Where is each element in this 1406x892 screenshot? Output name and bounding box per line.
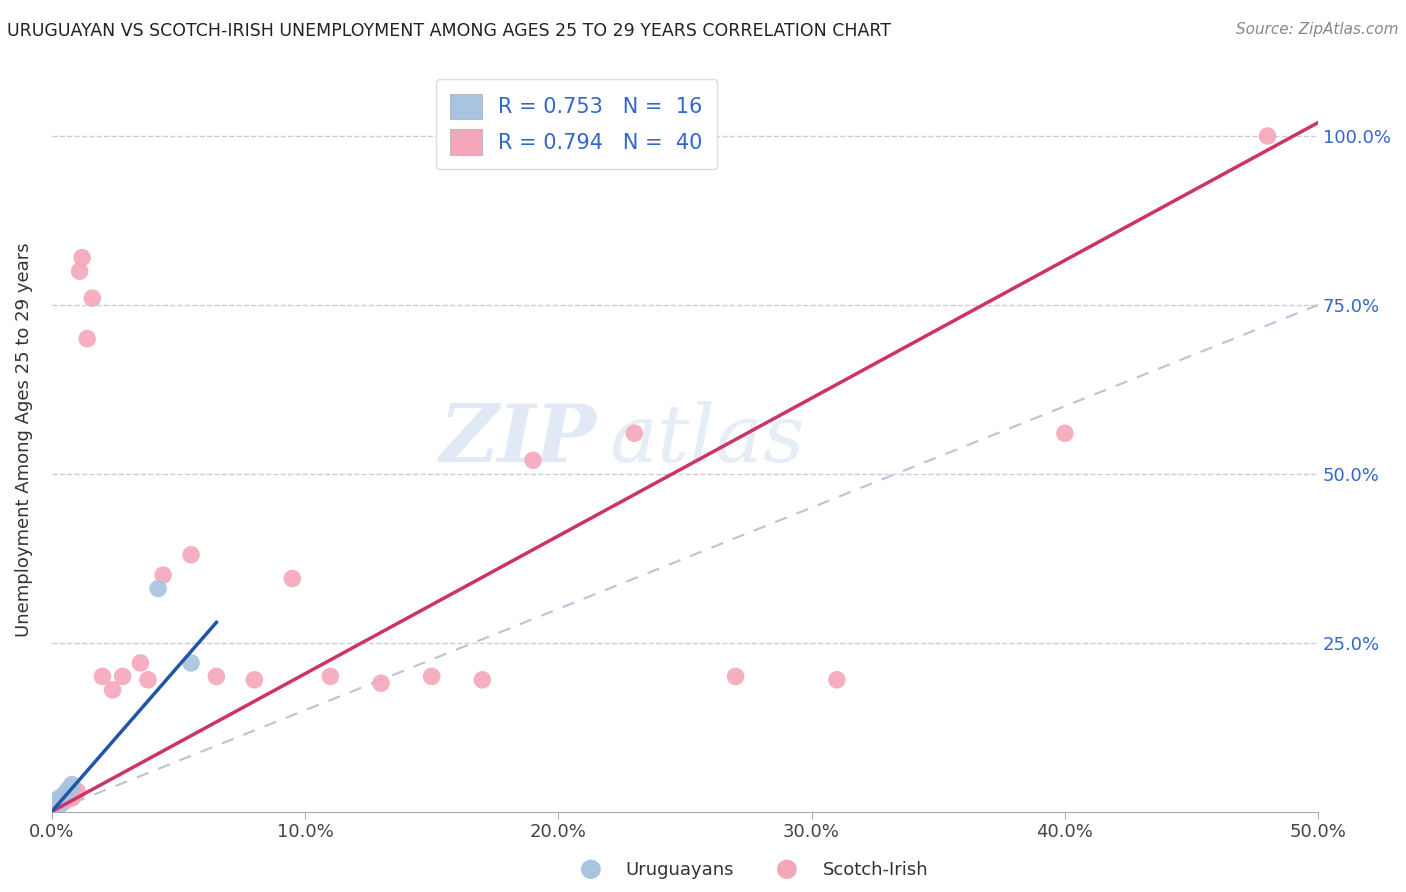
Point <box>111 669 134 683</box>
Text: ⬤: ⬤ <box>579 860 602 880</box>
Point <box>420 669 443 683</box>
Point <box>48 792 70 806</box>
Point <box>56 784 79 798</box>
Point <box>370 676 392 690</box>
Legend: R = 0.753   N =  16, R = 0.794   N =  40: R = 0.753 N = 16, R = 0.794 N = 40 <box>436 78 717 169</box>
Point <box>146 582 169 596</box>
Text: ⬤: ⬤ <box>776 860 799 880</box>
Point <box>1053 426 1076 441</box>
Point <box>51 797 73 811</box>
Point <box>180 548 202 562</box>
Point <box>522 453 544 467</box>
Point <box>82 291 104 305</box>
Point <box>44 801 66 815</box>
Text: URUGUAYAN VS SCOTCH-IRISH UNEMPLOYMENT AMONG AGES 25 TO 29 YEARS CORRELATION CHA: URUGUAYAN VS SCOTCH-IRISH UNEMPLOYMENT A… <box>7 22 891 40</box>
Point <box>53 794 76 808</box>
Point <box>45 799 67 814</box>
Point <box>45 794 67 808</box>
Text: Source: ZipAtlas.com: Source: ZipAtlas.com <box>1236 22 1399 37</box>
Point <box>58 780 80 795</box>
Point <box>205 669 228 683</box>
Point <box>69 264 91 278</box>
Point <box>53 788 76 802</box>
Point <box>623 426 645 441</box>
Point <box>51 789 73 804</box>
Point <box>60 791 83 805</box>
Point <box>44 797 66 811</box>
Point <box>76 332 98 346</box>
Point <box>60 777 83 791</box>
Point <box>48 797 70 812</box>
Text: Scotch-Irish: Scotch-Irish <box>823 861 928 879</box>
Point <box>63 788 86 802</box>
Point <box>44 797 66 812</box>
Text: ZIP: ZIP <box>440 401 596 479</box>
Point <box>91 669 114 683</box>
Point <box>56 792 79 806</box>
Point <box>136 673 159 687</box>
Point <box>41 802 63 816</box>
Point <box>58 789 80 804</box>
Point <box>129 656 152 670</box>
Y-axis label: Unemployment Among Ages 25 to 29 years: Unemployment Among Ages 25 to 29 years <box>15 243 32 637</box>
Point <box>48 791 70 805</box>
Point <box>471 673 494 687</box>
Text: atlas: atlas <box>609 401 804 479</box>
Point <box>1256 129 1278 144</box>
Point <box>48 797 70 812</box>
Point <box>152 568 174 582</box>
Point <box>243 673 266 687</box>
Point <box>180 656 202 670</box>
Point <box>48 794 70 808</box>
Point <box>724 669 747 683</box>
Point <box>45 797 67 811</box>
Point <box>51 791 73 805</box>
Point <box>45 799 67 814</box>
Point <box>44 801 66 815</box>
Text: Uruguayans: Uruguayans <box>626 861 734 879</box>
Point <box>41 802 63 816</box>
Point <box>70 251 93 265</box>
Point <box>281 572 304 586</box>
Point <box>53 788 76 802</box>
Point <box>51 792 73 806</box>
Point <box>66 784 89 798</box>
Point <box>101 682 124 697</box>
Point <box>319 669 342 683</box>
Point <box>825 673 848 687</box>
